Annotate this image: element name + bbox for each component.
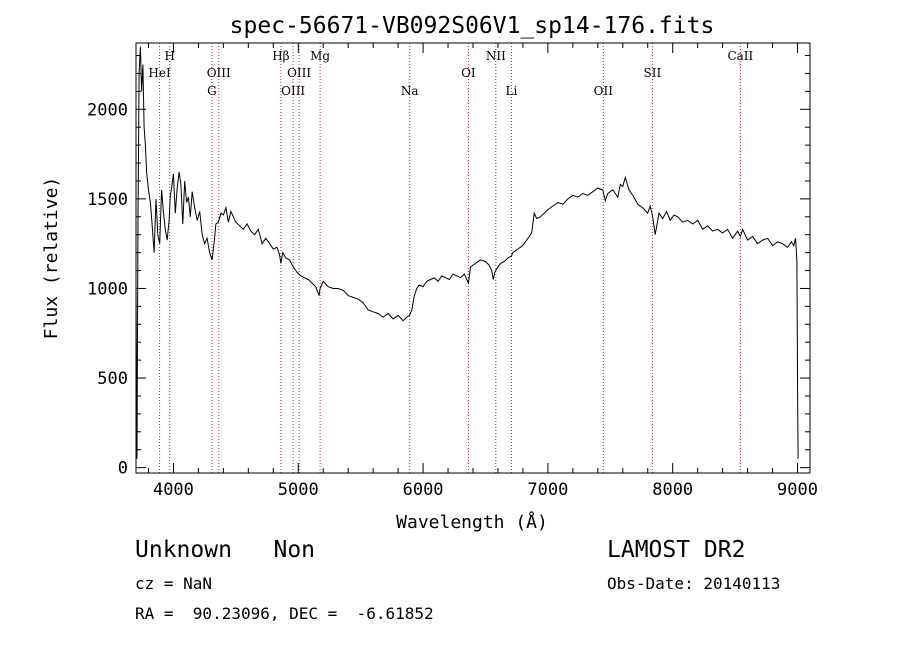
spectral-line-label: SII xyxy=(644,66,662,80)
object-class-label: Unknown Non xyxy=(135,537,316,563)
y-tick-label: 1500 xyxy=(87,190,128,210)
spectral-line-label: CaII xyxy=(727,49,753,63)
ra-dec-label: RA = 90.23096, DEC = -6.61852 xyxy=(135,604,434,623)
spectral-line-label: Mg xyxy=(310,49,330,63)
x-tick-label: 9000 xyxy=(777,480,818,500)
y-tick-label: 1000 xyxy=(87,279,128,299)
spectral-line-label: G xyxy=(207,84,217,98)
survey-label: LAMOST DR2 xyxy=(607,537,746,563)
spectral-line-label: NII xyxy=(486,49,506,63)
spectral-line-label: Na xyxy=(401,84,419,98)
spectral-line-label: OI xyxy=(461,66,476,80)
spectral-line-label: HeI xyxy=(148,66,171,80)
x-tick-label: 7000 xyxy=(527,480,568,500)
spectral-line-label: H xyxy=(164,49,174,63)
spectral-line-label: OIII xyxy=(207,66,231,80)
spectral-line-label: OIII xyxy=(287,66,311,80)
chart-title: spec-56671-VB092S06V1_sp14-176.fits xyxy=(230,13,715,39)
y-axis-label: Flux (relative) xyxy=(41,177,62,340)
redshift-label: cz = NaN xyxy=(135,574,213,593)
y-tick-label: 2000 xyxy=(87,100,128,120)
flux-series-line xyxy=(135,46,799,459)
x-tick-label: 5000 xyxy=(278,480,319,500)
x-tick-label: 6000 xyxy=(403,480,444,500)
spectral-line-label: OII xyxy=(594,84,614,98)
obs-date-label: Obs-Date: 20140113 xyxy=(607,574,781,593)
y-tick-label: 0 xyxy=(118,459,128,479)
x-axis-label: Wavelength (Å) xyxy=(396,511,548,533)
spectral-line-label: OIII xyxy=(281,84,305,98)
y-tick-label: 500 xyxy=(97,369,128,389)
spectral-line-label: Li xyxy=(506,84,518,98)
spectral-line-label: Hβ xyxy=(272,49,289,63)
x-tick-label: 8000 xyxy=(652,480,693,500)
plot-frame xyxy=(135,42,811,474)
x-tick-label: 4000 xyxy=(153,480,194,500)
